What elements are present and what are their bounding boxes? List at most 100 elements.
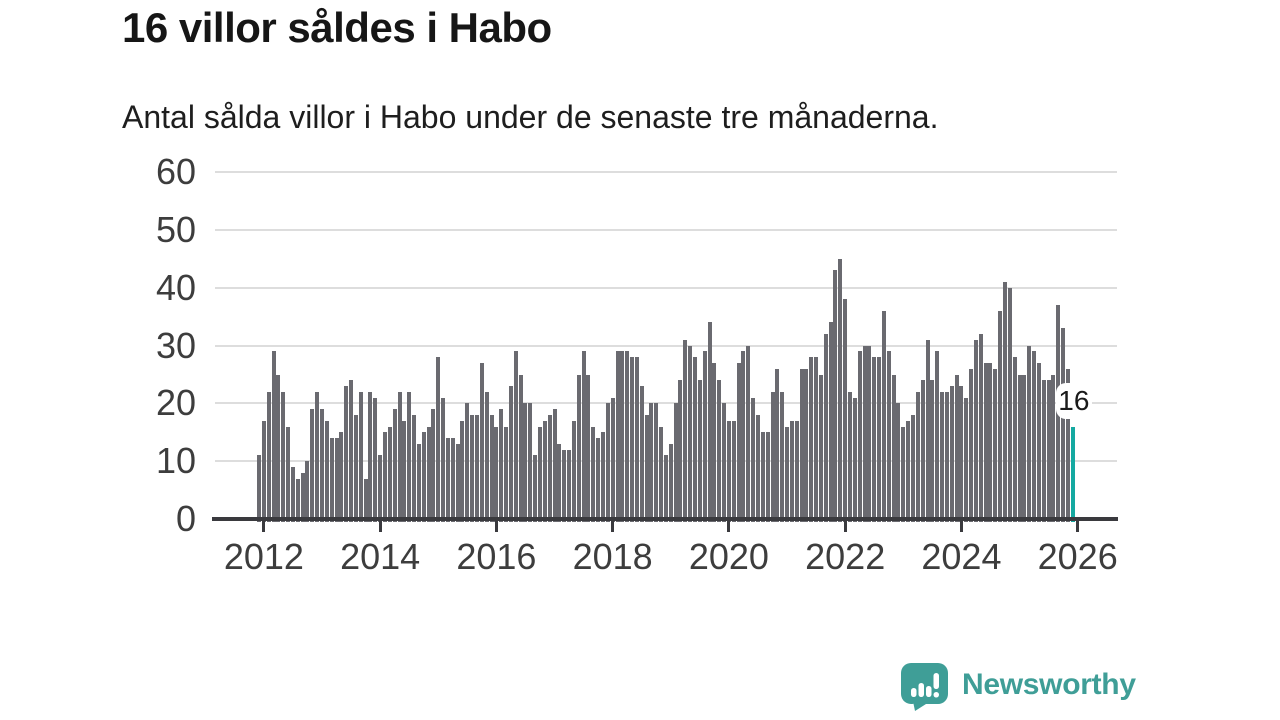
bar [407, 391, 412, 522]
bar [257, 455, 262, 522]
bar [1017, 374, 1022, 522]
x-axis-tick [959, 521, 963, 532]
bar [848, 391, 853, 522]
bar [809, 357, 814, 522]
bar [886, 351, 891, 522]
bar [843, 299, 848, 522]
bar [552, 409, 557, 522]
bar [785, 426, 790, 522]
bar [455, 443, 460, 522]
bar [281, 391, 286, 522]
bar [775, 368, 780, 522]
gridline [215, 344, 1117, 347]
x-axis-tick-label: 2014 [340, 536, 421, 577]
bar [315, 391, 320, 522]
bar [823, 334, 828, 522]
bar [465, 403, 470, 522]
bar [857, 351, 862, 522]
bar [765, 432, 770, 522]
bar [339, 432, 344, 522]
bar [697, 380, 702, 522]
bar [978, 334, 983, 522]
gridline [215, 229, 1117, 231]
bar [378, 455, 383, 522]
bar [1003, 282, 1008, 522]
bar [1032, 351, 1037, 522]
newsworthy-logo-icon [901, 663, 948, 711]
brand-footer: Newsworthy [901, 663, 1136, 711]
bar [504, 426, 509, 522]
x-axis-tick-label: 2026 [1037, 536, 1118, 577]
bar [460, 420, 465, 522]
bar [329, 438, 334, 522]
x-axis-tick-label: 2022 [805, 536, 886, 577]
bar [634, 357, 639, 522]
bar [402, 420, 407, 522]
bar [891, 374, 896, 522]
bar [387, 426, 392, 522]
bar [421, 432, 426, 522]
bar [266, 391, 271, 522]
bar [877, 357, 882, 522]
x-axis-tick-label: 2018 [572, 536, 653, 577]
bar [760, 432, 765, 522]
bar [523, 403, 528, 522]
bar [973, 339, 978, 522]
bar [358, 391, 363, 522]
bar [804, 368, 809, 522]
bar [596, 438, 601, 522]
x-axis-tick-label: 2012 [223, 536, 304, 577]
bar [353, 414, 358, 522]
bar [726, 420, 731, 522]
bar [881, 310, 886, 522]
bar [610, 397, 615, 522]
bar [644, 414, 649, 522]
bar [683, 339, 688, 522]
bar [431, 409, 436, 522]
bar [334, 438, 339, 522]
bar [494, 426, 499, 522]
bar [678, 380, 683, 522]
x-axis-tick [262, 521, 266, 532]
bar [441, 397, 446, 522]
bar [1027, 345, 1032, 522]
bar [993, 368, 998, 522]
bar [538, 426, 542, 522]
bar [499, 409, 504, 522]
y-axis-tick-label: 60 [155, 151, 196, 193]
bar [969, 368, 974, 522]
bar [591, 426, 596, 522]
bar [1061, 328, 1066, 522]
bar [731, 420, 736, 522]
bar [818, 374, 823, 522]
y-axis-tick-label: 40 [155, 266, 196, 308]
bar [625, 351, 630, 522]
bar [349, 380, 354, 522]
x-axis-line [212, 517, 1118, 521]
bar [470, 414, 475, 522]
bar [872, 357, 877, 522]
bar [988, 362, 993, 522]
bar [712, 362, 717, 522]
value-annotation: 16 [1055, 382, 1092, 419]
bar [290, 466, 295, 522]
bar [659, 426, 664, 522]
bar [397, 391, 402, 522]
bar [814, 357, 819, 522]
bar [305, 461, 310, 522]
bar [1051, 374, 1056, 522]
bar [557, 443, 562, 522]
bar [862, 345, 867, 522]
bar [838, 258, 843, 522]
bar [654, 403, 659, 522]
bar [668, 443, 673, 522]
highlight-bar [1070, 426, 1076, 522]
gridline [215, 402, 1117, 405]
bar [794, 420, 799, 522]
bar [755, 414, 760, 522]
bar [518, 374, 523, 522]
bar [571, 420, 576, 522]
bar [300, 472, 305, 522]
x-axis-tick [727, 521, 731, 532]
bar [324, 420, 329, 522]
